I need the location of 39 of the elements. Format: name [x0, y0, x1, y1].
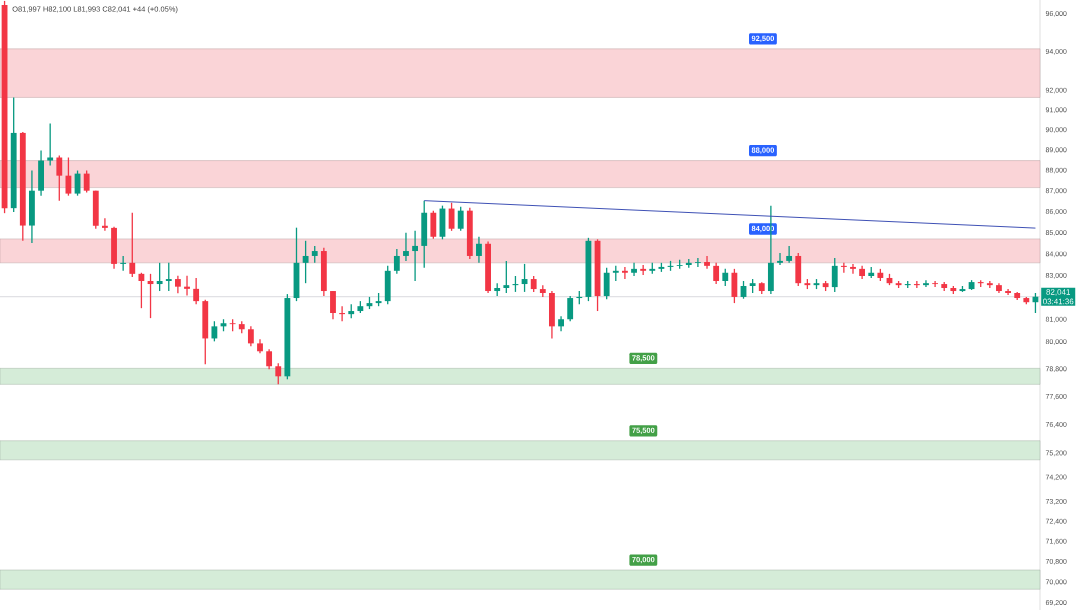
candlestick: [403, 232, 409, 262]
candlestick: [476, 236, 482, 264]
candlestick: [339, 305, 346, 322]
candlestick: [631, 262, 637, 277]
candlestick: [266, 348, 273, 370]
candlestick: [156, 262, 163, 292]
candlestick: [567, 295, 574, 322]
candlestick: [275, 362, 282, 386]
candlestick: [503, 260, 510, 294]
candlestick: [448, 202, 455, 232]
candlestick: [831, 257, 838, 293]
candlestick: [129, 212, 136, 278]
candlestick: [193, 277, 200, 305]
candlestick: [777, 252, 783, 266]
candlestick: [457, 206, 464, 232]
candlestick: [932, 280, 939, 288]
candlestick: [165, 262, 172, 292]
candlestick: [138, 272, 145, 309]
candlestick: [184, 275, 190, 297]
candlestick: [704, 255, 710, 270]
candlestick: [713, 262, 720, 285]
candlestick: [840, 262, 847, 274]
candlestick: [603, 267, 610, 300]
candlestick: [923, 279, 929, 288]
candlestick: [211, 320, 218, 343]
candlestick: [247, 325, 254, 347]
candlestick: [302, 240, 309, 284]
candlestick: [393, 248, 400, 275]
candlestick: [330, 290, 336, 320]
candlestick: [622, 266, 628, 280]
candlestick: [47, 122, 54, 167]
candlestick: [412, 230, 419, 282]
candlestick: [83, 169, 90, 194]
candlestick: [1005, 288, 1011, 296]
candlestick: [850, 263, 856, 275]
candlestick: [786, 245, 793, 264]
candlestick: [56, 154, 63, 202]
candlestick: [101, 217, 108, 232]
candlestick: [694, 257, 701, 268]
